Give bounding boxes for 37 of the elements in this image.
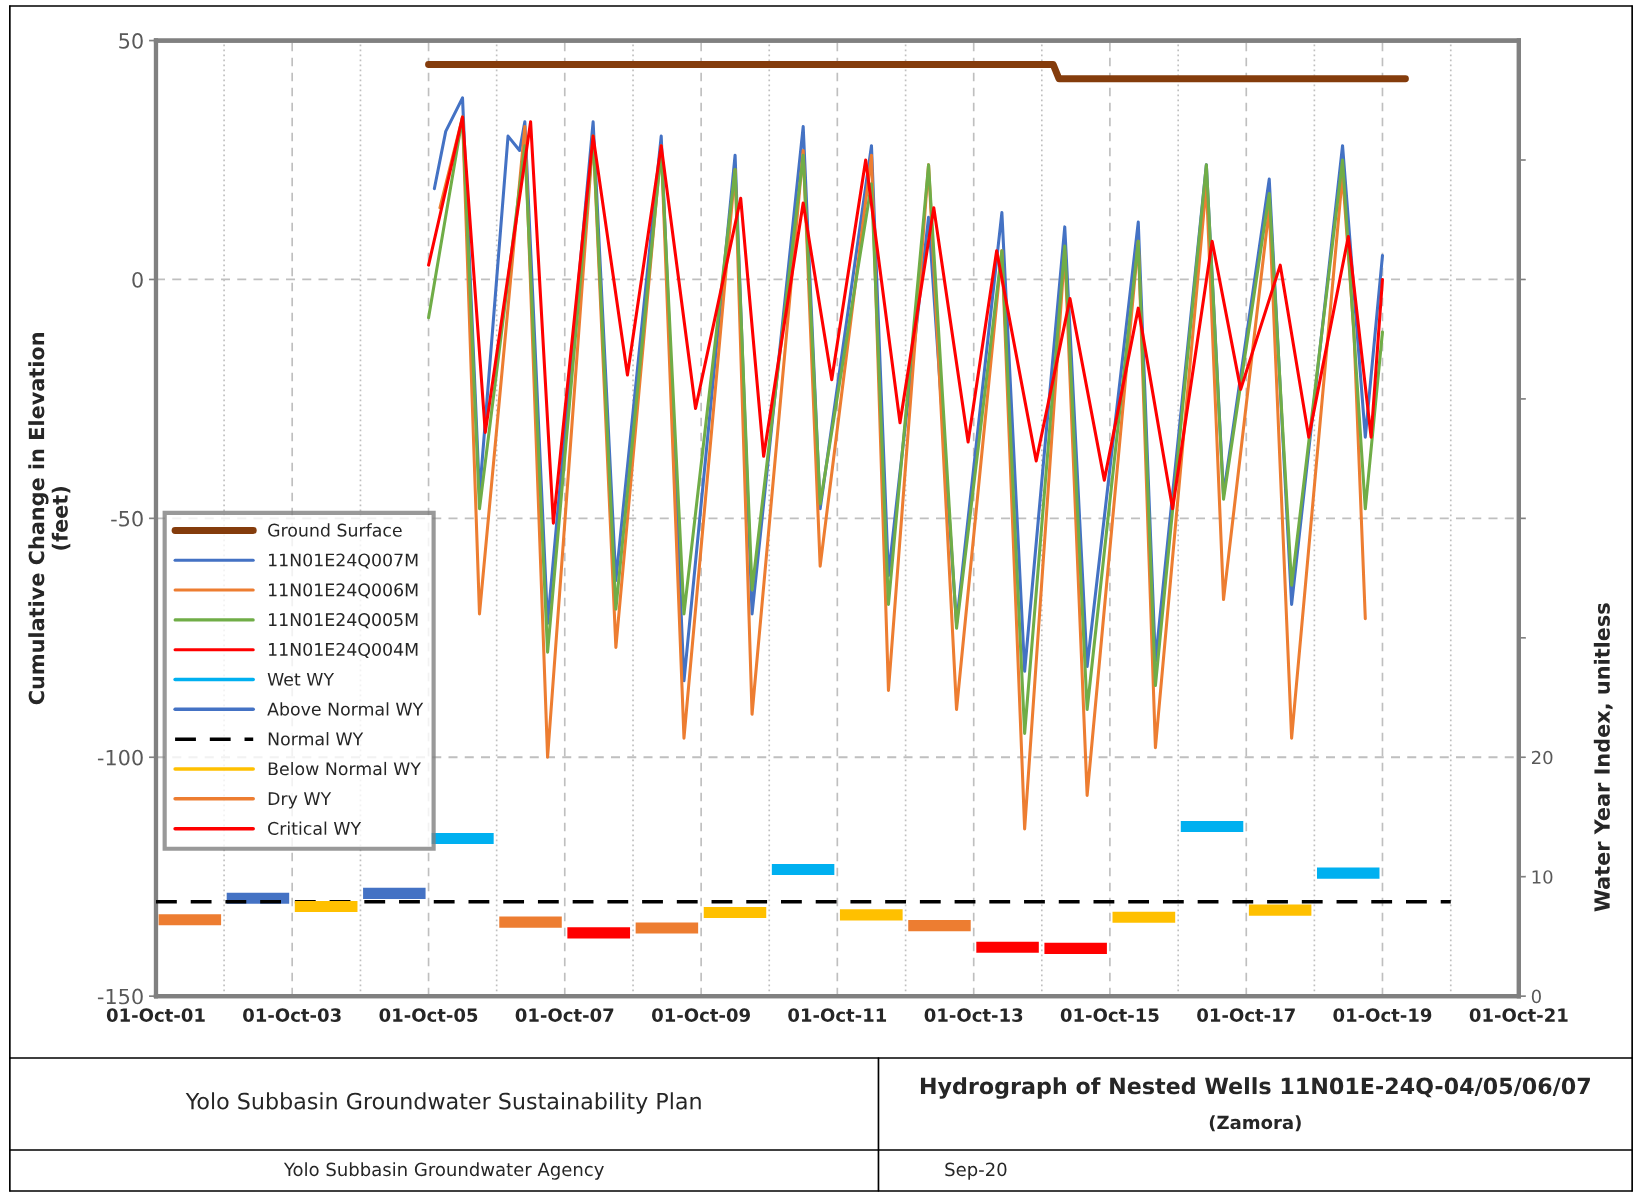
text: Hydrograph of Nested Wells 11N01E-24Q-04/05/06/07: [920, 1077, 1590, 1099]
x-tick-label: 01-Oct-09: [652, 1008, 750, 1022]
text: Yolo Subbasin Groundwater Sustainability Plan: [185, 1092, 701, 1114]
legend-label: Dry WY: [268, 792, 332, 809]
text: Sep-20: [945, 1162, 1007, 1180]
text: Yolo Subbasin Groundwater Agency: [283, 1162, 604, 1180]
y-tick-label: 50: [119, 33, 143, 49]
y-tick-label: -50: [111, 510, 143, 527]
x-tick-label: 01-Oct-11: [788, 1008, 887, 1022]
legend-label: 11N01E24Q007M: [269, 553, 418, 569]
y2-tick-label: 0: [1531, 989, 1541, 1004]
y-tick-label: -150: [97, 988, 143, 1005]
y-axis-title: Cumulative Change in Elevation (feet): [28, 333, 71, 705]
x-tick-label: 01-Oct-15: [1060, 1008, 1159, 1022]
x-tick-label: 01-Oct-01: [106, 1008, 205, 1022]
legend-label: Below Normal WY: [268, 761, 421, 776]
legend-label: Above Normal WY: [267, 702, 424, 716]
legend-label: Critical WY: [268, 821, 362, 835]
y-tick-label: 0: [132, 271, 143, 288]
legend-label: Wet WY: [267, 672, 335, 686]
x-tick-label: 01-Oct-19: [1333, 1008, 1432, 1022]
y-tick-label: -100: [97, 749, 143, 766]
x-tick-label: 01-Oct-17: [1197, 1008, 1295, 1022]
x-tick-label: 01-Oct-13: [924, 1008, 1023, 1022]
x-tick-label: 01-Oct-21: [1469, 1008, 1568, 1022]
x-tick-label: 01-Oct-05: [379, 1008, 478, 1022]
legend-label: Normal WY: [268, 732, 364, 746]
legend-label: 11N01E24Q005M: [269, 613, 418, 629]
legend-label: Ground Surface: [268, 523, 402, 537]
y2-tick-label: 10: [1532, 870, 1553, 884]
y2-tick-label: 20: [1531, 750, 1553, 765]
x-tick-label: 01-Oct-07: [515, 1008, 614, 1022]
x-tick-label: 01-Oct-03: [243, 1008, 341, 1022]
text: (Zamora): [1209, 1115, 1301, 1132]
legend-label: 11N01E24Q004M: [269, 642, 418, 659]
legend-label: 11N01E24Q006M: [269, 583, 418, 599]
y2-axis-title: Water Year Index, unitless: [1593, 603, 1613, 912]
